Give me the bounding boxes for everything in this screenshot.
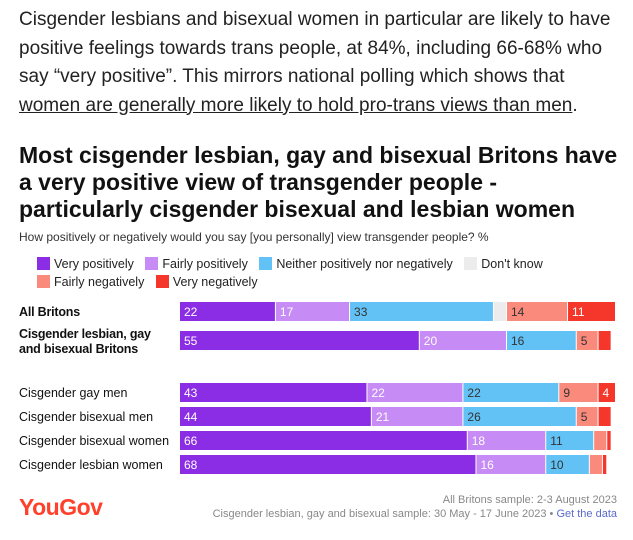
legend-swatch — [155, 275, 169, 288]
bar-segment — [576, 407, 598, 426]
legend-swatch — [37, 257, 50, 270]
row-label-bi-women: Cisgender bisexual women — [19, 434, 170, 448]
bar-segment — [507, 331, 576, 350]
bar-segment — [180, 383, 367, 402]
bar-data-label: 10 — [550, 458, 564, 472]
bar-data-label: 22 — [467, 386, 481, 400]
bar-segment — [559, 383, 598, 402]
bar-segment — [576, 331, 598, 350]
legend-label: Don't know — [481, 257, 543, 271]
bar-data-label: 11 — [550, 434, 563, 448]
footer-note-2-text: Cisgender lesbian, gay and bisexual samp… — [212, 508, 554, 520]
legend-item-dont-know: Don't know — [464, 255, 543, 273]
legend-swatch — [37, 275, 50, 288]
get-data-link[interactable]: Get the data — [556, 508, 617, 520]
footer-note-1: All Britons sample: 2-3 August 2023 — [442, 494, 617, 506]
legend-item-very-positive: Very positively — [37, 255, 134, 273]
legend-swatch — [145, 257, 159, 270]
bar-segment — [598, 383, 615, 402]
bar-segment — [493, 302, 506, 321]
intro-text: Cisgender lesbians and bisexual women in… — [19, 9, 611, 87]
bar-segment — [589, 455, 602, 474]
bar-segment — [180, 302, 275, 321]
bar-data-label: 9 — [563, 386, 570, 400]
bar-data-label: 21 — [376, 410, 390, 424]
bar-segment — [598, 331, 611, 350]
bar-segment — [371, 407, 463, 426]
legend-swatch — [464, 257, 478, 270]
bar-data-label: 18 — [472, 434, 486, 448]
bar-data-label: 33 — [354, 305, 368, 319]
bar-data-label: 20 — [424, 334, 438, 348]
bar-data-label: 66 — [184, 434, 198, 448]
yougov-logo: YouGov — [19, 494, 103, 520]
bar-data-label: 22 — [371, 386, 385, 400]
bar-segment — [350, 302, 493, 321]
bar-segment — [463, 383, 559, 402]
row-label-lgb-line2: and bisexual Britons — [19, 342, 138, 356]
bar-segment — [568, 302, 615, 321]
row-label-bi-men: Cisgender bisexual men — [19, 410, 154, 424]
bar-data-label: 16 — [511, 334, 525, 348]
bar-segment — [180, 455, 476, 474]
legend-label: Fairly positively — [162, 257, 248, 271]
bar-segment — [594, 431, 607, 450]
bar-data-label: 68 — [184, 458, 198, 472]
legend-item-neither: Neither positively nor negatively — [259, 255, 453, 273]
bar-segment — [607, 431, 611, 450]
bar-data-label: 11 — [572, 305, 585, 319]
bar-segment — [602, 455, 607, 474]
bar-data-label: 43 — [184, 386, 198, 400]
row-label-lesbian-women: Cisgender lesbian women — [19, 458, 163, 472]
bar-segment — [275, 302, 350, 321]
bar-segment — [180, 331, 419, 350]
chart-title: Most cisgender lesbian, gay and bisexual… — [19, 142, 618, 222]
legend-label: Very positively — [54, 257, 134, 271]
row-label-lgb-line1: Cisgender lesbian, gay — [19, 327, 151, 341]
bar-data-label: 22 — [184, 305, 198, 319]
legend-item-very-negative: Very negatively — [155, 273, 258, 291]
row-label-gay-men: Cisgender gay men — [19, 386, 128, 400]
chart-subtitle: How positively or negatively would you s… — [19, 230, 489, 244]
legend-item-fairly-positive: Fairly positively — [145, 255, 248, 273]
bar-segment — [180, 407, 371, 426]
bar-data-label: 17 — [280, 305, 294, 319]
bar-data-label: 5 — [581, 334, 588, 348]
intro-link[interactable]: women are generally more likely to hold … — [19, 94, 573, 116]
bar-segment — [598, 407, 611, 426]
bar-data-label: 4 — [603, 386, 610, 400]
bar-data-label: 14 — [511, 305, 525, 319]
bar-data-label: 55 — [184, 334, 198, 348]
bar-segment — [367, 383, 463, 402]
bar-segment — [467, 431, 546, 450]
chart-legend: Very positively Fairly positively Neithe… — [37, 255, 617, 291]
intro-paragraph: Cisgender lesbians and bisexual women in… — [19, 6, 619, 120]
bar-segment — [546, 431, 594, 450]
legend-item-fairly-negative: Fairly negatively — [37, 273, 144, 291]
legend-label: Very negatively — [172, 275, 258, 289]
bar-segment — [476, 455, 546, 474]
row-label-all-britons: All Britons — [19, 305, 80, 319]
bar-segment — [463, 407, 576, 426]
bar-data-label: 44 — [184, 410, 198, 424]
bar-segment — [546, 455, 589, 474]
intro-tail: . — [572, 94, 578, 116]
legend-label: Fairly negatively — [54, 275, 145, 289]
bar-segment — [507, 302, 568, 321]
legend-label: Neither positively nor negatively — [276, 257, 453, 271]
bar-segment — [180, 431, 467, 450]
bar-data-label: 16 — [480, 458, 494, 472]
legend-swatch — [259, 257, 273, 270]
footer-note-2: Cisgender lesbian, gay and bisexual samp… — [213, 508, 617, 520]
bar-data-label: 26 — [467, 410, 481, 424]
bar-data-label: 5 — [581, 410, 588, 424]
bar-segment — [419, 331, 506, 350]
